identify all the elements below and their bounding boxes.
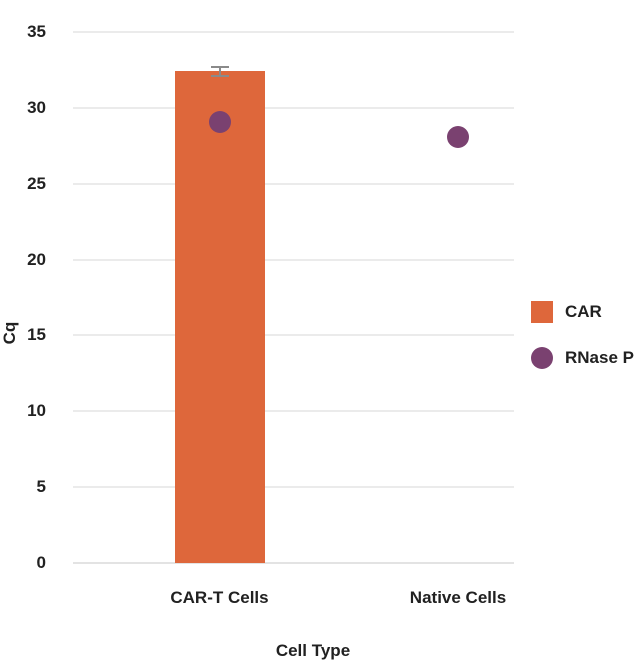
gridline [73, 410, 514, 413]
x-axis-title: Cell Type [275, 641, 351, 660]
error-bar-cap [210, 65, 229, 68]
error-bar-stem [218, 66, 221, 76]
legend-swatch-rnase-p[interactable] [531, 347, 553, 369]
x-tick-label: CAR-T Cells [170, 588, 269, 607]
y-tick-label: 25 [27, 173, 46, 193]
y-tick-label: 0 [36, 553, 46, 572]
rnasep-point[interactable] [208, 110, 231, 133]
gridline [73, 106, 514, 109]
y-tick-label: 15 [27, 325, 46, 345]
gridline [73, 31, 514, 33]
gridline [73, 182, 514, 185]
car-bar[interactable] [174, 71, 265, 563]
gridline [73, 258, 514, 261]
legend-label[interactable]: CAR [565, 302, 602, 321]
x-axis-line [73, 562, 514, 564]
legend-swatch-car[interactable] [531, 301, 553, 323]
legend-label[interactable]: RNase P [565, 348, 634, 367]
gridline [73, 486, 514, 489]
gridline [73, 334, 514, 337]
y-tick-label: 10 [27, 401, 46, 421]
y-tick-label: 5 [36, 477, 46, 497]
x-tick-label: Native Cells [409, 588, 507, 607]
y-tick-label: 20 [27, 249, 46, 269]
y-tick-label: 30 [27, 97, 46, 117]
error-bar-cap [210, 75, 229, 77]
rnasep-point[interactable] [447, 125, 469, 148]
y-tick-label: 35 [27, 22, 46, 41]
